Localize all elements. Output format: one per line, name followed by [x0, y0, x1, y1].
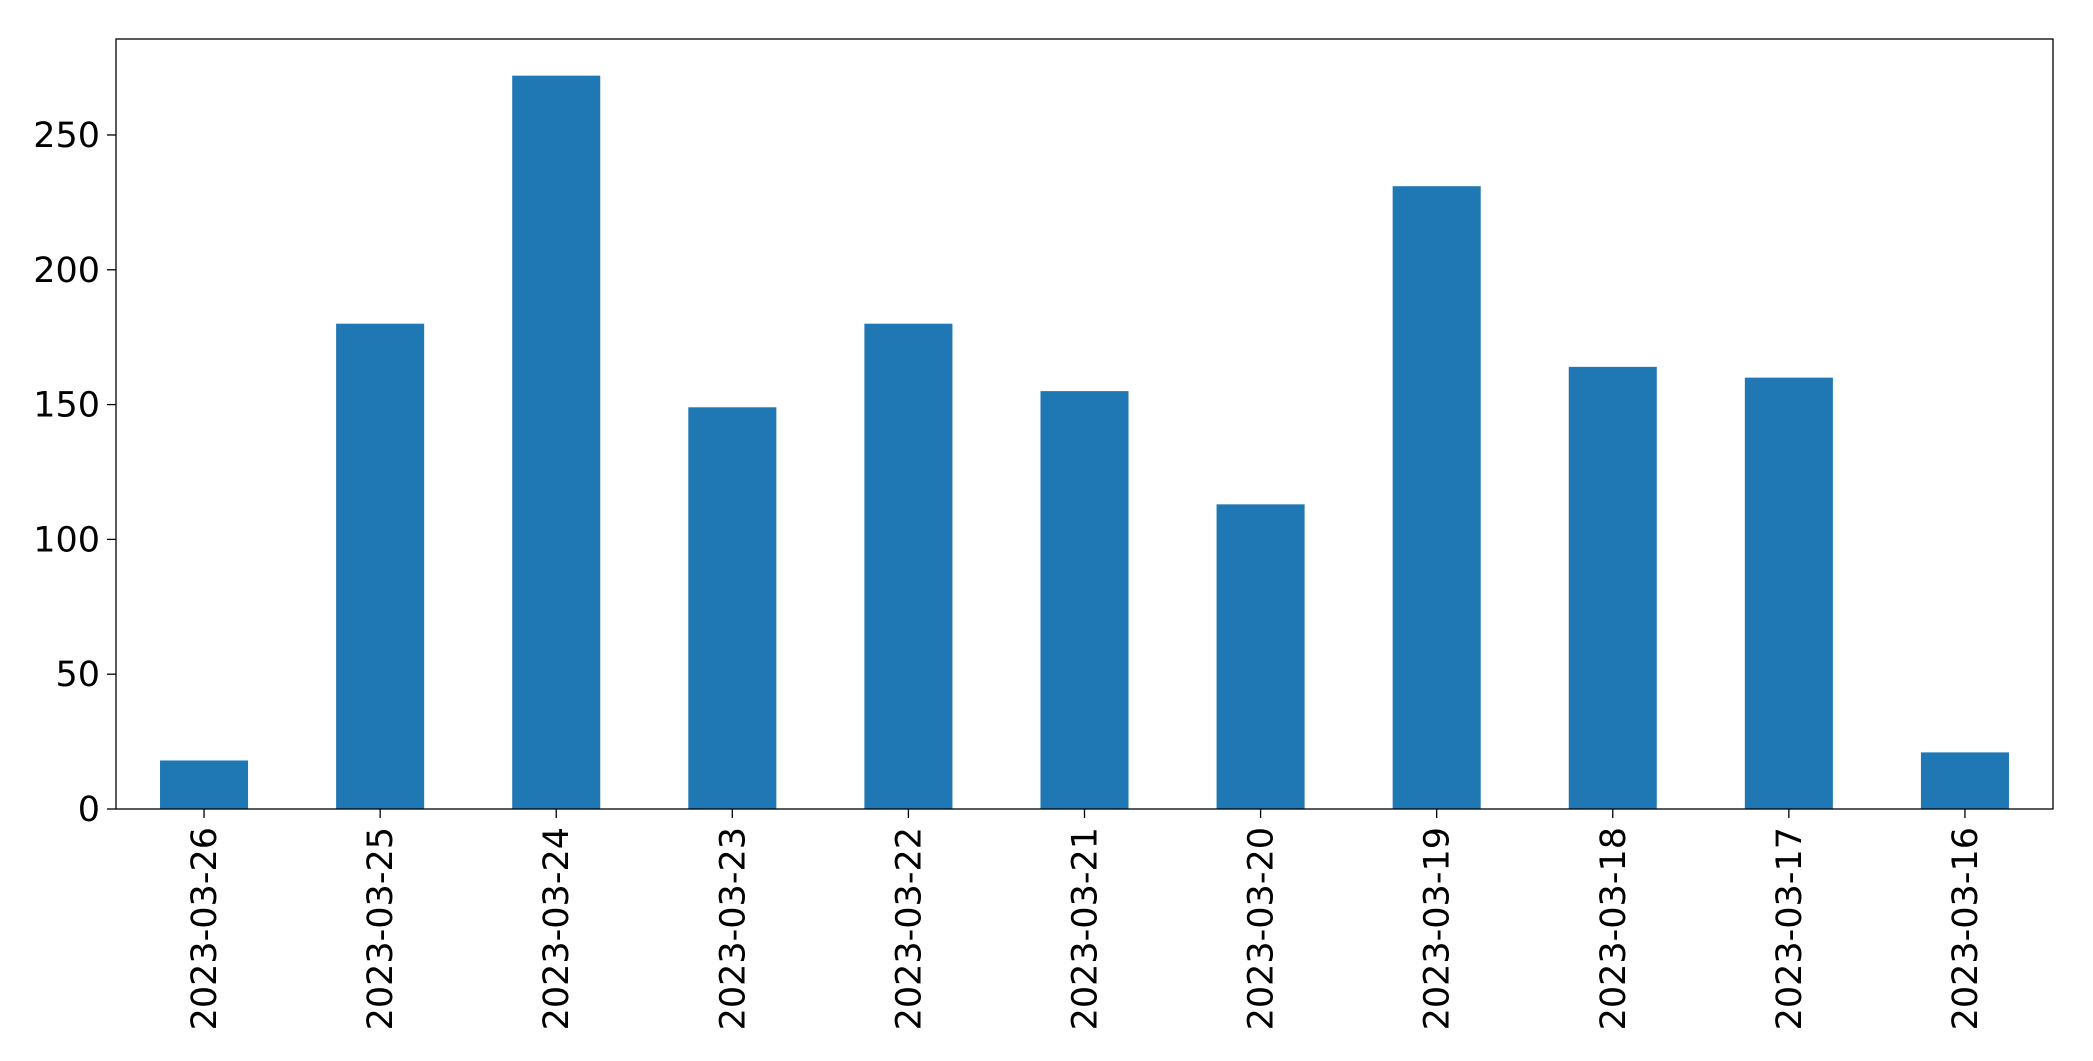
y-tick-label: 100	[33, 520, 100, 560]
y-tick-label: 200	[33, 251, 100, 291]
x-tick-label: 2023-03-23	[713, 827, 753, 1030]
bar	[336, 323, 425, 809]
plot-frame	[115, 38, 2054, 810]
y-tick-label: 0	[78, 790, 100, 830]
y-tick-label: 50	[55, 655, 100, 695]
y-tick-label: 150	[33, 386, 100, 426]
bar	[1568, 366, 1657, 809]
bar	[864, 323, 953, 809]
bar	[1744, 377, 1833, 809]
x-tick-label: 2023-03-26	[185, 827, 225, 1030]
bar	[512, 75, 601, 809]
bar	[688, 407, 777, 809]
x-tick-label: 2023-03-17	[1770, 827, 1810, 1030]
bar	[1040, 391, 1129, 809]
x-tick-label: 2023-03-21	[1066, 827, 1106, 1030]
x-tick-label: 2023-03-19	[1418, 827, 1458, 1030]
x-tick-label: 2023-03-25	[361, 827, 401, 1030]
x-tick-label: 2023-03-24	[537, 827, 577, 1030]
x-tick-label: 2023-03-22	[889, 827, 929, 1030]
x-tick-label: 2023-03-18	[1594, 827, 1634, 1030]
x-tick-label: 2023-03-20	[1242, 827, 1282, 1030]
x-tick-label: 2023-03-16	[1946, 827, 1986, 1030]
y-tick-label: 250	[33, 116, 100, 156]
bar	[1920, 752, 2009, 809]
bar	[1392, 186, 1481, 810]
bar	[1216, 504, 1305, 809]
bar	[160, 760, 249, 809]
